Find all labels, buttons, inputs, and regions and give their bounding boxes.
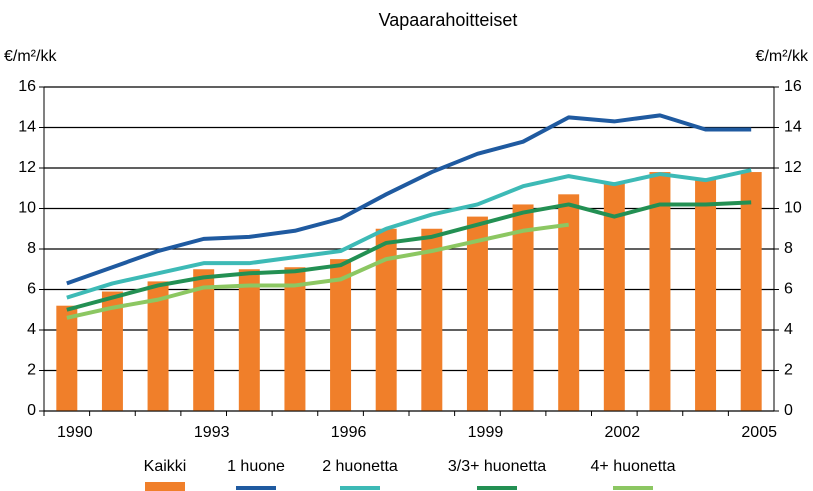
y2-tick-label: 4 xyxy=(784,321,793,338)
bar xyxy=(740,172,762,411)
y-tick-label: 16 xyxy=(18,78,36,95)
y2-tick-label: 14 xyxy=(784,119,802,136)
bar xyxy=(649,172,671,411)
y2-tick-label: 0 xyxy=(784,402,793,419)
bar xyxy=(147,281,169,411)
bar xyxy=(466,216,488,411)
y-tick-label: 8 xyxy=(27,240,36,257)
chart-title: Vapaarahoitteiset xyxy=(379,10,518,30)
legend-label: Kaikki xyxy=(144,458,187,475)
bar xyxy=(193,269,215,411)
line xyxy=(66,113,752,286)
legend-label: 1 huone xyxy=(227,458,285,475)
bar xyxy=(512,204,534,411)
y2-tick-label: 10 xyxy=(784,200,802,217)
legend-label: 4+ huonetta xyxy=(591,458,676,475)
bar xyxy=(101,291,123,411)
legend-label: 2 huonetta xyxy=(322,458,398,475)
bar xyxy=(603,182,625,411)
y2-tick-label: 2 xyxy=(784,362,793,379)
y2-tick-label: 8 xyxy=(784,240,793,257)
bar xyxy=(421,228,443,411)
bar xyxy=(558,194,580,411)
x-tick-label: 2002 xyxy=(605,424,641,441)
legend-swatch xyxy=(145,482,185,491)
y-tick-label: 14 xyxy=(18,119,36,136)
y2-tick-label: 12 xyxy=(784,159,802,176)
bar xyxy=(238,269,260,411)
x-tick-label: 1990 xyxy=(57,424,93,441)
y2-tick-label: 16 xyxy=(784,78,802,95)
legend-label: 3/3+ huonetta xyxy=(448,458,546,475)
line xyxy=(66,222,569,320)
line xyxy=(66,200,752,312)
y-tick-label: 10 xyxy=(18,200,36,217)
bar xyxy=(284,267,306,411)
bar xyxy=(56,305,78,411)
bar xyxy=(695,178,717,411)
y-tick-label: 2 xyxy=(27,362,36,379)
x-tick-label: 1996 xyxy=(331,424,367,441)
y-tick-label: 12 xyxy=(18,159,36,176)
x-tick-label: 1999 xyxy=(468,424,504,441)
x-tick-label: 2005 xyxy=(741,424,777,441)
y2-tick-label: 6 xyxy=(784,281,793,298)
x-tick-label: 1993 xyxy=(194,424,230,441)
bar xyxy=(375,228,397,411)
y-tick-label: 0 xyxy=(27,402,36,419)
y2-axis-label: €/m²/kk xyxy=(756,48,809,65)
y-tick-label: 6 xyxy=(27,281,36,298)
y-axis-label: €/m²/kk xyxy=(4,48,57,65)
y-tick-label: 4 xyxy=(27,321,36,338)
line xyxy=(66,168,752,300)
bar xyxy=(330,259,352,411)
